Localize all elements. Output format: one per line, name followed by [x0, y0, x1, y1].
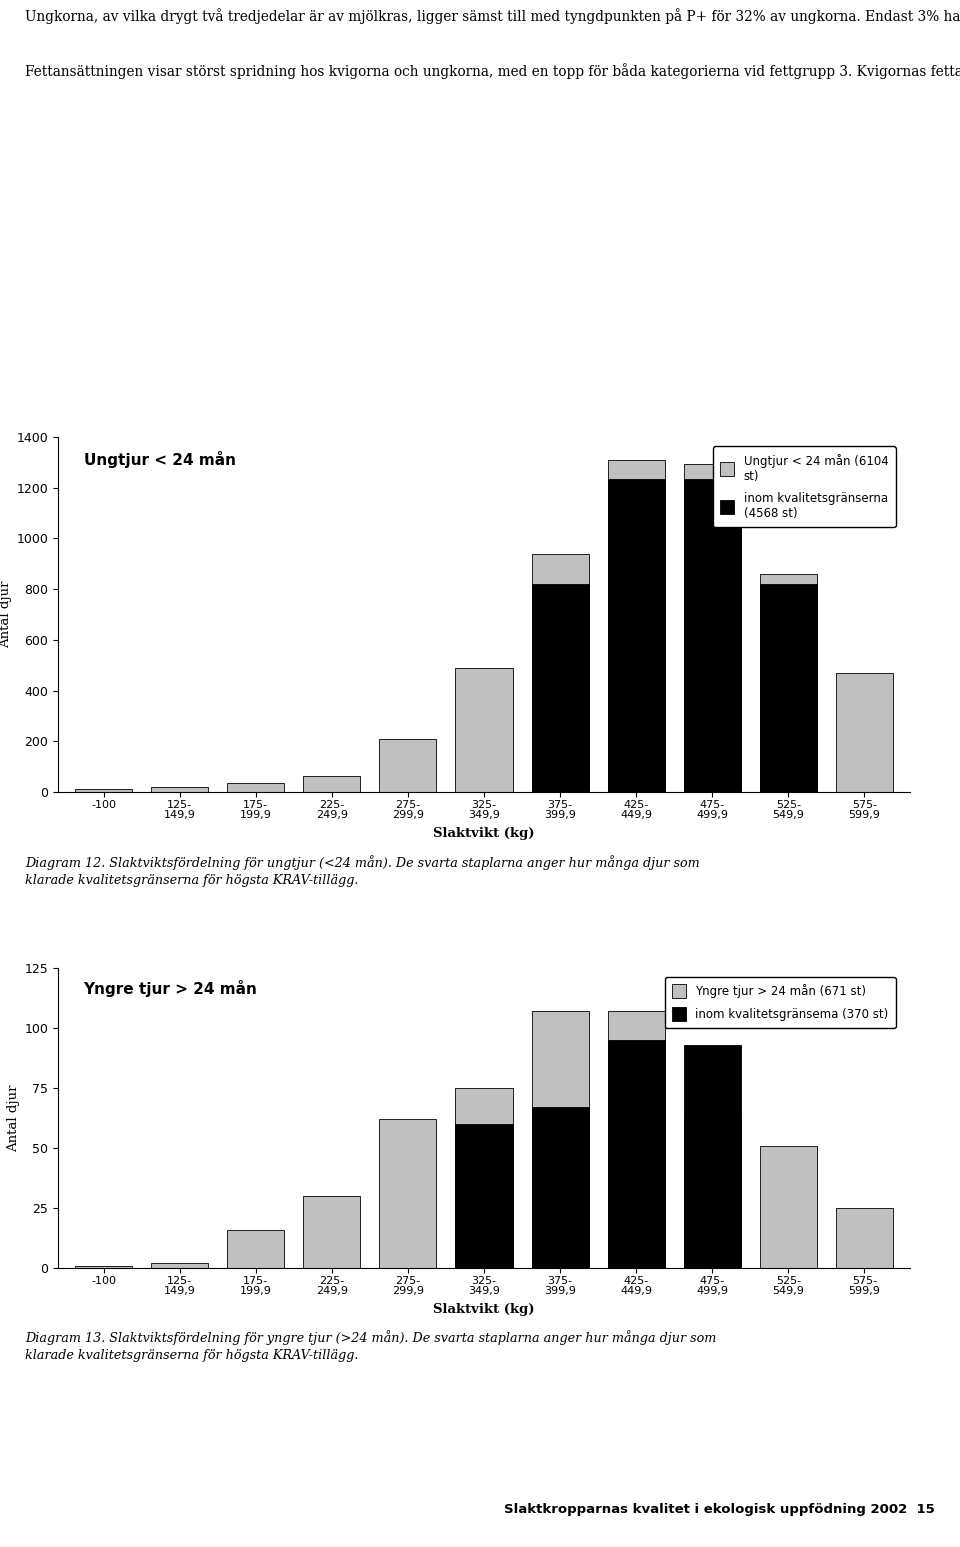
Bar: [303, 775, 360, 792]
Text: Yngre tjur > 24 mån: Yngre tjur > 24 mån: [84, 979, 257, 996]
Bar: [532, 1012, 588, 1269]
Bar: [455, 1088, 513, 1269]
Bar: [228, 1230, 284, 1269]
Bar: [684, 1118, 741, 1269]
Bar: [836, 673, 893, 792]
Bar: [684, 1044, 741, 1269]
Bar: [151, 1264, 208, 1269]
Bar: [379, 1118, 437, 1269]
Legend: Yngre tjur > 24 mån (671 st), inom kvalitetsgränsema (370 st): Yngre tjur > 24 mån (671 st), inom kvali…: [664, 976, 896, 1029]
Bar: [455, 1125, 513, 1269]
Text: Fettansättningen visar störst spridning hos kvigorna och ungkorna, med en topp f: Fettansättningen visar störst spridning …: [25, 63, 960, 79]
Bar: [608, 480, 664, 792]
Bar: [75, 1265, 132, 1269]
X-axis label: Slaktvikt (kg): Slaktvikt (kg): [433, 828, 535, 840]
Bar: [532, 1108, 588, 1269]
Text: Ungkorna, av vilka drygt två tredjedelar är av mjölkras, ligger sämst till med t: Ungkorna, av vilka drygt två tredjedelar…: [25, 8, 960, 23]
Y-axis label: Antal djur: Antal djur: [0, 580, 12, 648]
Bar: [759, 585, 817, 792]
Bar: [759, 1146, 817, 1269]
Legend: Ungtjur < 24 mån (6104
st), inom kvalitetsgränserna
(4568 st): Ungtjur < 24 mån (6104 st), inom kvalite…: [713, 447, 896, 528]
Bar: [684, 480, 741, 792]
Bar: [75, 789, 132, 792]
Bar: [455, 668, 513, 792]
Bar: [379, 739, 437, 792]
Text: Diagram 12. Slaktviktsfördelning för ungtjur (<24 mån). De svarta staplarna ange: Diagram 12. Slaktviktsfördelning för ung…: [25, 855, 700, 886]
Text: Slaktkropparnas kvalitet i ekologisk uppfödning 2002  15: Slaktkropparnas kvalitet i ekologisk upp…: [504, 1504, 935, 1516]
Bar: [151, 787, 208, 792]
Bar: [228, 783, 284, 792]
Bar: [836, 1208, 893, 1269]
Bar: [608, 459, 664, 792]
Bar: [532, 585, 588, 792]
Text: Ungtjur < 24 mån: Ungtjur < 24 mån: [84, 452, 235, 469]
Bar: [303, 1196, 360, 1269]
Bar: [684, 464, 741, 792]
Y-axis label: Antal djur: Antal djur: [8, 1084, 20, 1153]
X-axis label: Slaktvikt (kg): Slaktvikt (kg): [433, 1304, 535, 1316]
Bar: [608, 1012, 664, 1269]
Text: Diagram 13. Slaktviktsfördelning för yngre tjur (>24 mån). De svarta staplarna a: Diagram 13. Slaktviktsfördelning för yng…: [25, 1330, 716, 1361]
Bar: [759, 574, 817, 792]
Bar: [608, 1040, 664, 1269]
Bar: [532, 554, 588, 792]
